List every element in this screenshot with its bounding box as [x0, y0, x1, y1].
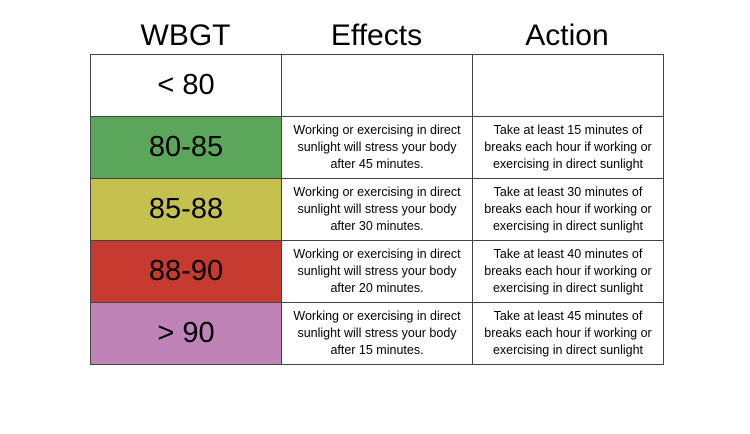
effects-cell: Working or exercising in direct sunlight… [281, 302, 473, 365]
effects-cell [281, 54, 473, 117]
table-row: 85-88 Working or exercising in direct su… [90, 178, 664, 241]
table-row: 80-85 Working or exercising in direct su… [90, 116, 664, 179]
action-text: Take at least 15 minutes of breaks each … [484, 123, 652, 171]
table-row: > 90 Working or exercising in direct sun… [90, 302, 664, 365]
effects-cell: Working or exercising in direct sunlight… [281, 178, 473, 241]
wbgt-range-label: > 90 [157, 317, 215, 349]
wbgt-range-cell: 85-88 [90, 178, 282, 241]
effects-cell: Working or exercising in direct sunlight… [281, 116, 473, 179]
header-effects: Effects [330, 19, 423, 52]
header-wbgt: WBGT [140, 19, 231, 52]
effects-text: Working or exercising in direct sunlight… [293, 247, 461, 295]
action-text: Take at least 30 minutes of breaks each … [484, 185, 652, 233]
wbgt-range-label: 80-85 [148, 131, 224, 163]
action-cell: Take at least 15 minutes of breaks each … [472, 116, 664, 179]
wbgt-range-cell: 80-85 [90, 116, 282, 179]
table-row: 88-90 Working or exercising in direct su… [90, 240, 664, 303]
table-row: < 80 [90, 54, 664, 117]
effects-text: Working or exercising in direct sunlight… [293, 185, 461, 233]
wbgt-table: < 80 80-85 Working or exercising in dire… [90, 54, 664, 365]
table-header-row: WBGT Effects Action [90, 16, 662, 56]
wbgt-range-label: 88-90 [148, 255, 224, 287]
wbgt-range-cell: < 80 [90, 54, 282, 117]
wbgt-range-label: < 80 [157, 69, 215, 101]
action-cell: Take at least 45 minutes of breaks each … [472, 302, 664, 365]
action-text: Take at least 40 minutes of breaks each … [484, 247, 652, 295]
wbgt-range-label: 85-88 [148, 193, 224, 225]
header-action: Action [525, 19, 609, 52]
wbgt-range-cell: 88-90 [90, 240, 282, 303]
effects-cell: Working or exercising in direct sunlight… [281, 240, 473, 303]
effects-text: Working or exercising in direct sunlight… [293, 309, 461, 357]
action-cell: Take at least 40 minutes of breaks each … [472, 240, 664, 303]
action-cell [472, 54, 664, 117]
effects-text: Working or exercising in direct sunlight… [293, 123, 461, 171]
action-cell: Take at least 30 minutes of breaks each … [472, 178, 664, 241]
action-text: Take at least 45 minutes of breaks each … [484, 309, 652, 357]
wbgt-range-cell: > 90 [90, 302, 282, 365]
